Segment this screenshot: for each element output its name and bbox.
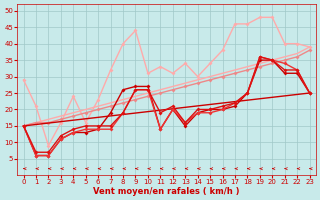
X-axis label: Vent moyen/en rafales ( km/h ): Vent moyen/en rafales ( km/h ) xyxy=(93,187,240,196)
